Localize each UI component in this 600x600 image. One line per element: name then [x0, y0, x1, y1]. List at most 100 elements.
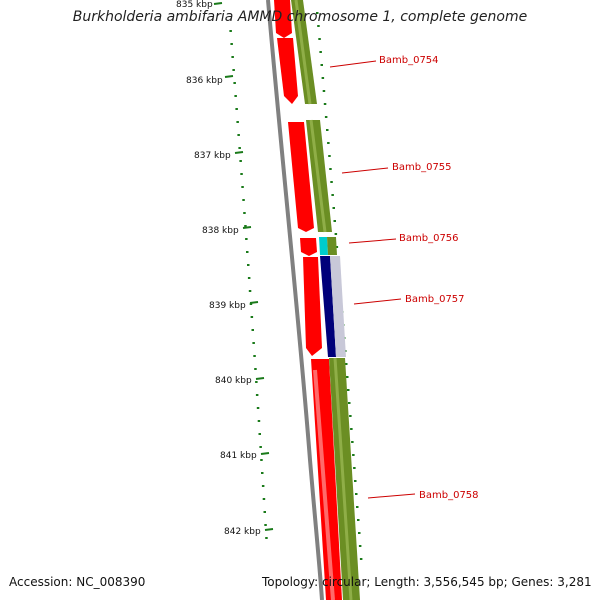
scale-label-841: 841 kbp [220, 451, 257, 461]
gc-dash [264, 524, 267, 526]
gene-label-bamb-0755: Bamb_0755 [392, 162, 452, 173]
gc-dash [265, 537, 268, 539]
gc-dash [253, 355, 256, 357]
gc-dash [356, 506, 359, 508]
gc-dash [320, 64, 323, 66]
gc-dash [324, 116, 328, 118]
scale-tick [242, 226, 252, 229]
gc-dash [263, 511, 266, 513]
scale-tick [249, 301, 259, 304]
cds-feature [327, 237, 337, 255]
label-leader [329, 60, 377, 68]
scale-ruler: 835 kbp 836 kbp 837 kbp 838 kbp 839 kbp … [176, 0, 274, 537]
cds-feature [300, 238, 317, 256]
scale-label-842: 842 kbp [224, 527, 261, 537]
gc-dash [250, 316, 254, 318]
gc-dash [230, 43, 233, 45]
topology-text: Topology: circular; Length: 3,556,545 bp… [262, 575, 592, 589]
gc-dash [345, 363, 348, 365]
gc-dash [352, 454, 355, 456]
scale-tick [255, 377, 265, 380]
backbone-line [266, 0, 324, 600]
gene-label-bamb-0758: Bamb_0758 [419, 490, 479, 501]
scale-label-835: 835 kbp [176, 0, 213, 10]
label-leader [341, 167, 389, 174]
gc-dash [259, 446, 262, 448]
gc-dash [245, 238, 248, 240]
cds-feature [274, 0, 292, 38]
gc-dash [349, 415, 352, 417]
cds-feature [277, 38, 298, 104]
gc-dash [331, 194, 334, 196]
gc-dash [326, 129, 329, 131]
gc-dash [334, 233, 338, 235]
scale-label-839: 839 kbp [209, 301, 246, 311]
gc-dash [247, 264, 250, 266]
label-leader [353, 298, 402, 305]
cds-highlight [294, 0, 353, 600]
gc-dash [353, 467, 356, 469]
gc-dash [248, 290, 252, 292]
gc-dash [251, 329, 254, 331]
gc-dash [322, 90, 326, 92]
gc-dash [234, 95, 237, 97]
cds-feature [319, 237, 328, 255]
cds-highlight [313, 369, 335, 600]
gc-dash [323, 103, 327, 105]
gc-dash [252, 342, 255, 344]
gc-dash [321, 77, 325, 79]
scale-label-838: 838 kbp [202, 226, 239, 236]
gc-dash [255, 394, 259, 396]
gc-dash [255, 381, 258, 383]
gc-dash [328, 155, 331, 157]
scale-tick [264, 528, 274, 531]
gc-dash [231, 56, 234, 58]
gc-dash [350, 428, 353, 430]
scale-label-840: 840 kbp [215, 376, 252, 386]
gc-dash [358, 532, 361, 534]
forward-cds-track [274, 0, 342, 600]
gc-dash [240, 173, 243, 175]
gene-labels: Bamb_0754 Bamb_0755 Bamb_0756 Bamb_0757 … [329, 55, 479, 501]
gc-dash [351, 441, 354, 443]
gc-dash [354, 480, 357, 482]
gc-dash [249, 303, 253, 305]
gene-label-bamb-0756: Bamb_0756 [399, 233, 459, 244]
gc-dash [238, 147, 241, 149]
scale-tick [213, 2, 223, 5]
scale-label-837: 837 kbp [194, 151, 231, 161]
label-leader [367, 493, 416, 499]
reverse-cds-track [291, 0, 360, 600]
gc-dash [346, 376, 349, 378]
gc-dash [347, 389, 350, 391]
gc-dash [317, 25, 320, 27]
gc-dash [358, 545, 362, 547]
gc-dash [229, 30, 232, 32]
gc-dash [257, 420, 261, 422]
gc-dash [256, 407, 260, 409]
gc-dash [243, 212, 246, 214]
gc-dash [237, 134, 240, 136]
gc-dash [247, 277, 251, 279]
gc-dash [233, 82, 236, 84]
gc-dash [258, 433, 261, 435]
gc-dash [330, 181, 333, 183]
gc-dash [319, 51, 322, 53]
gc-dash [261, 485, 265, 487]
scale-label-836: 836 kbp [186, 76, 223, 86]
gene-label-bamb-0757: Bamb_0757 [405, 294, 465, 305]
scale-tick [260, 452, 270, 455]
gc-dash [246, 251, 249, 253]
gc-dash [335, 246, 339, 248]
gc-dash [244, 225, 247, 227]
cds-feature [320, 256, 336, 357]
accession-text: Accession: NC_008390 [9, 575, 146, 589]
gc-dash [239, 160, 242, 162]
gc-dash [260, 459, 263, 461]
cds-feature [288, 122, 314, 232]
gc-dash [242, 199, 245, 201]
gc-dash [232, 69, 235, 71]
gc-dash [333, 220, 336, 222]
gc-dash [261, 472, 264, 474]
